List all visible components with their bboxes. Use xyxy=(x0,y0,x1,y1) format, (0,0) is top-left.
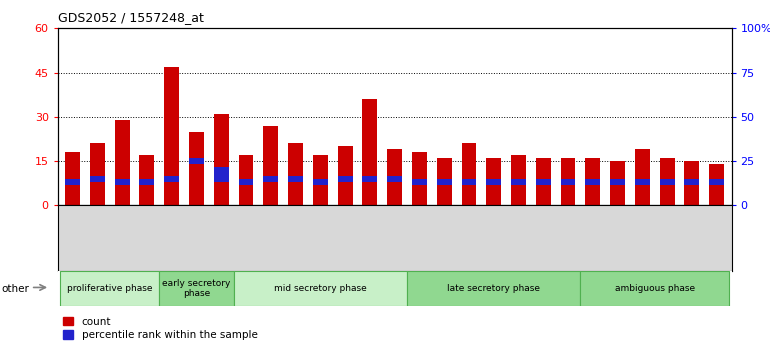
Bar xyxy=(437,158,451,205)
Text: other: other xyxy=(2,284,29,293)
Bar xyxy=(338,146,353,205)
Bar xyxy=(412,179,427,185)
Bar xyxy=(709,164,724,205)
Bar xyxy=(214,114,229,205)
Bar xyxy=(536,158,551,205)
Text: late secretory phase: late secretory phase xyxy=(447,284,541,293)
Bar xyxy=(338,176,353,182)
Bar xyxy=(412,152,427,205)
Bar xyxy=(610,161,625,205)
Bar xyxy=(635,149,650,205)
Bar xyxy=(164,176,179,182)
Bar xyxy=(487,179,501,185)
Bar xyxy=(660,179,675,185)
Bar xyxy=(60,271,159,306)
Bar xyxy=(511,155,526,205)
Bar xyxy=(65,179,80,185)
Bar xyxy=(685,161,699,205)
Bar xyxy=(139,155,154,205)
Bar xyxy=(288,176,303,182)
Legend: count, percentile rank within the sample: count, percentile rank within the sample xyxy=(63,317,258,340)
Bar xyxy=(585,158,601,205)
Bar xyxy=(610,179,625,185)
Bar xyxy=(536,179,551,185)
Text: early secretory
phase: early secretory phase xyxy=(162,279,231,298)
Bar xyxy=(313,179,328,185)
Bar xyxy=(90,176,105,182)
Bar xyxy=(233,271,407,306)
Bar xyxy=(189,132,204,205)
Bar xyxy=(313,155,328,205)
Text: proliferative phase: proliferative phase xyxy=(67,284,152,293)
Bar xyxy=(635,179,650,185)
Bar xyxy=(214,167,229,182)
Bar xyxy=(164,67,179,205)
Bar xyxy=(159,271,233,306)
Bar xyxy=(407,271,581,306)
Bar xyxy=(239,155,253,205)
Bar xyxy=(363,176,377,182)
Bar xyxy=(263,176,278,182)
Bar xyxy=(709,179,724,185)
Bar xyxy=(561,179,575,185)
Bar xyxy=(239,179,253,185)
Bar xyxy=(139,179,154,185)
Text: mid secretory phase: mid secretory phase xyxy=(274,284,367,293)
Bar xyxy=(511,179,526,185)
Bar xyxy=(115,179,129,185)
Bar xyxy=(561,158,575,205)
Bar xyxy=(263,126,278,205)
Bar xyxy=(65,152,80,205)
Bar xyxy=(660,158,675,205)
Bar xyxy=(461,143,477,205)
Bar xyxy=(90,143,105,205)
Bar xyxy=(288,143,303,205)
Bar xyxy=(387,176,402,182)
Bar xyxy=(585,179,601,185)
Text: ambiguous phase: ambiguous phase xyxy=(614,284,695,293)
Bar xyxy=(189,158,204,164)
Bar xyxy=(387,149,402,205)
Bar xyxy=(487,158,501,205)
Bar xyxy=(363,99,377,205)
Bar xyxy=(461,179,477,185)
Bar xyxy=(581,271,729,306)
Bar xyxy=(437,179,451,185)
Bar xyxy=(685,179,699,185)
Bar xyxy=(115,120,129,205)
Text: GDS2052 / 1557248_at: GDS2052 / 1557248_at xyxy=(58,11,203,24)
